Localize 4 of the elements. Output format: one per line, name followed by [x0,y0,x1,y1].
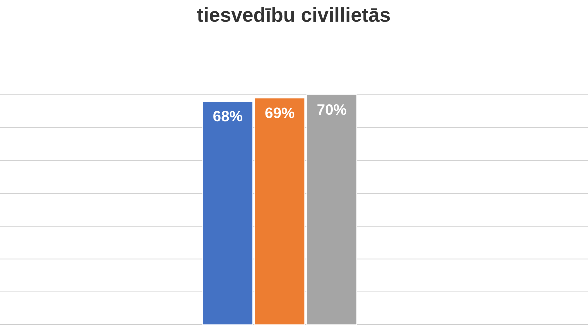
data-label: 68% [214,111,243,122]
data-label: 70% [318,104,347,116]
chart-title: tiesvedību civillietās [197,8,390,22]
data-label: 69% [266,108,295,118]
